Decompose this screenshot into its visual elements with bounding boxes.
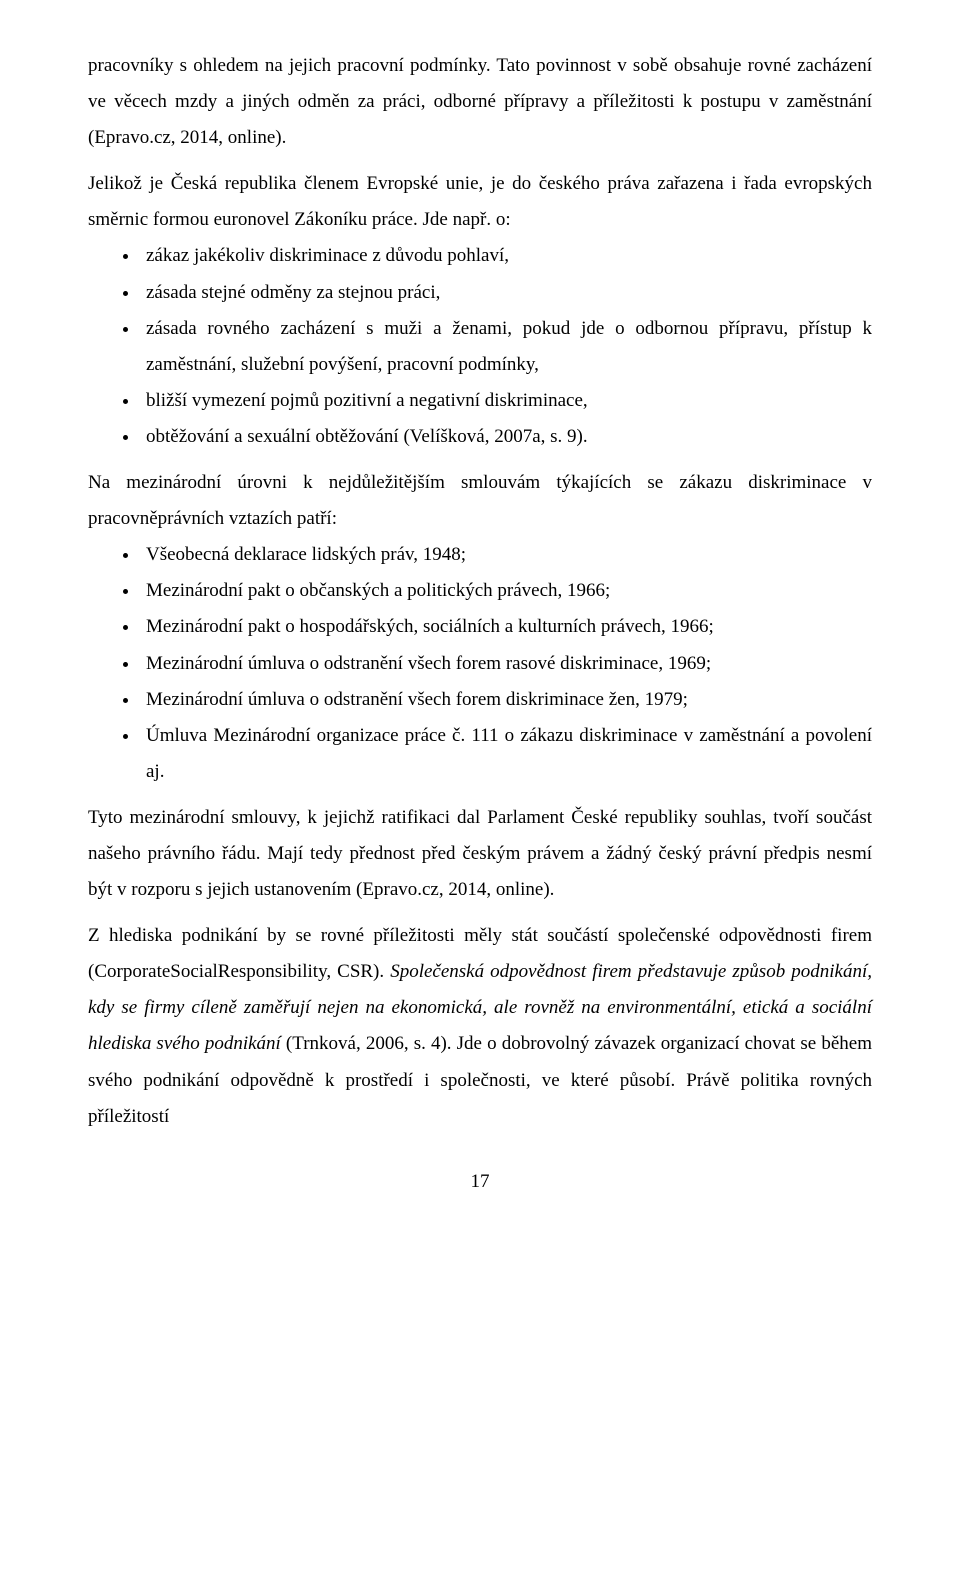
list-item: Úmluva Mezinárodní organizace práce č. 1… — [140, 718, 872, 790]
bullet-list: zákaz jakékoliv diskriminace z důvodu po… — [88, 238, 872, 455]
list-item: Mezinárodní úmluva o odstranění všech fo… — [140, 682, 872, 718]
page-number: 17 — [88, 1171, 872, 1193]
list-item: Mezinárodní pakt o občanských a politick… — [140, 573, 872, 609]
list-item: zásada stejné odměny za stejnou práci, — [140, 275, 872, 311]
bullet-list: Všeobecná deklarace lidských práv, 1948;… — [88, 537, 872, 790]
list-item: Všeobecná deklarace lidských práv, 1948; — [140, 537, 872, 573]
paragraph: Na mezinárodní úrovni k nejdůležitějším … — [88, 465, 872, 537]
list-item: Mezinárodní pakt o hospodářských, sociál… — [140, 609, 872, 645]
list-item: zákaz jakékoliv diskriminace z důvodu po… — [140, 238, 872, 274]
list-item: bližší vymezení pojmů pozitivní a negati… — [140, 383, 872, 419]
list-item: zásada rovného zacházení s muži a ženami… — [140, 311, 872, 383]
paragraph: pracovníky s ohledem na jejich pracovní … — [88, 48, 872, 156]
list-item: Mezinárodní úmluva o odstranění všech fo… — [140, 646, 872, 682]
paragraph: Jelikož je Česká republika členem Evrops… — [88, 166, 872, 238]
paragraph: Z hlediska podnikání by se rovné příleži… — [88, 918, 872, 1135]
paragraph: Tyto mezinárodní smlouvy, k jejichž rati… — [88, 800, 872, 908]
list-item: obtěžování a sexuální obtěžování (Velíšk… — [140, 419, 872, 455]
document-page: pracovníky s ohledem na jejich pracovní … — [0, 0, 960, 1233]
